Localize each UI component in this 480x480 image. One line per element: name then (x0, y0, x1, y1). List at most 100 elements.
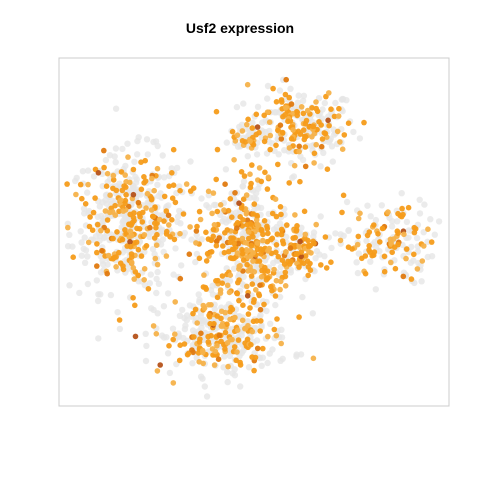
expression-point (167, 234, 173, 240)
background-point (66, 231, 73, 238)
expression-point (94, 249, 100, 256)
expression-point (138, 253, 145, 259)
expression-point (218, 338, 224, 345)
expression-point (224, 227, 231, 233)
expression-point (216, 332, 223, 339)
expression-point (271, 266, 277, 273)
expression-point (164, 228, 170, 235)
expression-point (270, 85, 276, 92)
background-point (142, 330, 149, 337)
background-point (221, 215, 228, 222)
expression-point (231, 240, 237, 247)
background-point (142, 357, 150, 365)
expression-point (154, 261, 161, 268)
expression-point (247, 305, 253, 311)
expression-point (304, 107, 311, 114)
expression-point (385, 209, 391, 215)
expression-point (95, 170, 102, 176)
background-point (287, 85, 294, 93)
background-point (372, 216, 380, 224)
expression-point (130, 166, 137, 173)
expression-point (277, 286, 283, 293)
expression-point (140, 209, 146, 216)
expression-point (79, 195, 85, 202)
expression-point (283, 249, 289, 255)
expression-point (293, 227, 300, 233)
background-point (221, 353, 228, 360)
expression-point (264, 238, 271, 245)
background-point (154, 142, 161, 150)
expression-point (244, 261, 250, 268)
background-point (310, 229, 318, 236)
expression-point (231, 246, 237, 252)
expression-point (313, 221, 320, 228)
expression-point (94, 221, 101, 228)
expression-point (234, 349, 240, 355)
expression-point (205, 339, 212, 345)
background-point (276, 87, 284, 94)
expression-point (221, 207, 227, 213)
expression-point (254, 240, 261, 246)
expression-point (170, 380, 177, 386)
expression-point (233, 357, 239, 364)
expression-point (250, 258, 256, 264)
expression-point (234, 225, 240, 231)
expression-point (132, 302, 138, 309)
expression-point (258, 251, 264, 257)
expression-point (198, 330, 204, 337)
expression-point (110, 235, 116, 242)
expression-point (130, 191, 137, 198)
expression-point (105, 252, 112, 259)
expression-point (230, 235, 236, 241)
background-point (263, 150, 271, 157)
background-point (403, 218, 411, 226)
expression-point (244, 336, 251, 343)
expression-point (257, 328, 264, 334)
expression-point (273, 277, 280, 284)
background-point (160, 303, 168, 310)
expression-point (277, 122, 284, 128)
expression-point (161, 218, 167, 224)
expression-point (273, 242, 280, 248)
background-point (271, 109, 278, 116)
expression-point (273, 99, 280, 105)
expression-point (335, 113, 342, 119)
background-point (66, 282, 73, 289)
expression-point (117, 197, 124, 203)
background-point (99, 183, 106, 190)
expression-point (298, 104, 305, 110)
expression-point (114, 229, 120, 235)
background-point (337, 231, 344, 238)
expression-point (355, 215, 362, 222)
background-point (198, 236, 205, 243)
expression-point (172, 299, 178, 305)
expression-point (311, 240, 317, 247)
background-point (238, 121, 246, 128)
expression-point (99, 247, 105, 254)
expression-point (141, 266, 148, 272)
expression-point (121, 183, 127, 189)
expression-point (203, 286, 209, 292)
expression-point (251, 201, 258, 207)
expression-point (282, 269, 289, 276)
expression-point (242, 325, 249, 332)
expression-point (116, 249, 122, 256)
expression-point (275, 161, 281, 168)
background-point (165, 202, 172, 209)
expression-point (316, 119, 322, 125)
expression-point (243, 211, 250, 217)
expression-point (311, 150, 318, 157)
background-point (122, 162, 129, 170)
background-point (84, 167, 92, 174)
expression-point (219, 273, 226, 279)
expression-point (225, 248, 232, 255)
expression-point (250, 299, 257, 306)
expression-point (236, 297, 242, 304)
expression-point (203, 258, 210, 264)
expression-point (302, 253, 309, 259)
expression-point (301, 136, 308, 143)
background-point (272, 301, 279, 309)
expression-point (94, 241, 100, 247)
background-point (224, 378, 231, 386)
expression-point (231, 344, 238, 350)
